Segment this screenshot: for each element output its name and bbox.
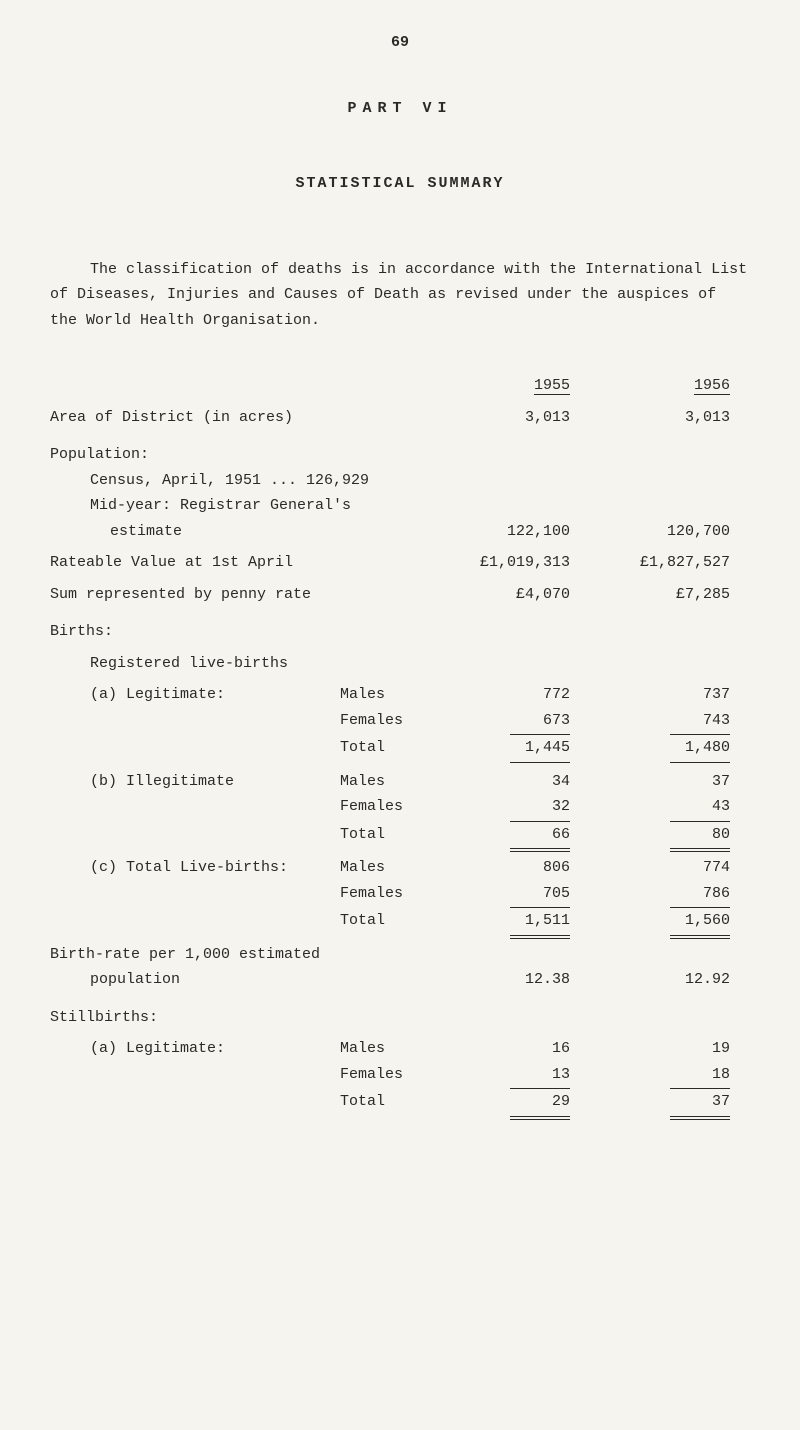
stillbirths-a-females-label: Females bbox=[340, 1062, 430, 1088]
birth-rate-v1: 12.38 bbox=[430, 967, 590, 993]
rateable-v2: £1,827,527 bbox=[590, 550, 750, 576]
births-a-total-row: Total 1,445 1,480 bbox=[50, 735, 750, 763]
page-number: 69 bbox=[50, 30, 750, 56]
births-a-females-row: Females 673 743 bbox=[50, 708, 750, 736]
births-a-total-label: Total bbox=[340, 735, 430, 761]
midyear-label2: estimate bbox=[50, 519, 340, 545]
births-b-females-label: Females bbox=[340, 794, 430, 820]
births-c-males-v2: 774 bbox=[590, 855, 750, 881]
area-row: Area of District (in acres) 3,013 3,013 bbox=[50, 405, 750, 431]
year-1956: 1956 bbox=[694, 377, 730, 394]
midyear-label1: Mid-year: Registrar General's bbox=[50, 493, 750, 519]
births-a-total-v2: 1,480 bbox=[670, 735, 730, 763]
stillbirths-a-females-v2: 18 bbox=[670, 1062, 730, 1090]
births-c-total-label: Total bbox=[340, 908, 430, 934]
sum-penny-row: Sum represented by penny rate £4,070 £7,… bbox=[50, 582, 750, 608]
year-header-row: 1955 1956 bbox=[50, 373, 750, 399]
stillbirths-a-males-v1: 16 bbox=[430, 1036, 590, 1062]
year-1955: 1955 bbox=[534, 377, 570, 394]
area-label: Area of District (in acres) bbox=[50, 405, 340, 431]
midyear-row: estimate 122,100 120,700 bbox=[50, 519, 750, 545]
births-a-label: (a) Legitimate: bbox=[50, 682, 340, 708]
stillbirths-a-total-label: Total bbox=[340, 1089, 430, 1115]
births-b-females-v1: 32 bbox=[510, 794, 570, 822]
stillbirths-a-females-v1: 13 bbox=[510, 1062, 570, 1090]
births-a-females-v2: 743 bbox=[670, 708, 730, 736]
birth-rate-label2: population bbox=[50, 967, 340, 993]
births-b-total-v1: 66 bbox=[510, 822, 570, 850]
stillbirths-a-males-v2: 19 bbox=[590, 1036, 750, 1062]
stillbirths-a-total-v1: 29 bbox=[510, 1089, 570, 1117]
births-a-females-label: Females bbox=[340, 708, 430, 734]
midyear-v2: 120,700 bbox=[590, 519, 750, 545]
midyear-v1: 122,100 bbox=[430, 519, 590, 545]
births-b-label: (b) Illegitimate bbox=[50, 769, 340, 795]
births-c-females-v1: 705 bbox=[510, 881, 570, 909]
births-b-males-v2: 37 bbox=[590, 769, 750, 795]
births-a-females-v1: 673 bbox=[510, 708, 570, 736]
section-title: STATISTICAL SUMMARY bbox=[50, 171, 750, 197]
stillbirths-heading: Stillbirths: bbox=[50, 1005, 750, 1031]
birth-rate-v2: 12.92 bbox=[590, 967, 750, 993]
births-a-males-row: (a) Legitimate: Males 772 737 bbox=[50, 682, 750, 708]
stillbirths-a-males-label: Males bbox=[340, 1036, 430, 1062]
stillbirths-a-total-row: Total 29 37 bbox=[50, 1089, 750, 1117]
births-c-total-row: Total 1,511 1,560 bbox=[50, 908, 750, 936]
births-c-total-v2: 1,560 bbox=[670, 908, 730, 936]
birth-rate-row: population 12.38 12.92 bbox=[50, 967, 750, 993]
births-c-females-row: Females 705 786 bbox=[50, 881, 750, 909]
population-heading: Population: bbox=[50, 442, 750, 468]
births-c-males-label: Males bbox=[340, 855, 430, 881]
rateable-row: Rateable Value at 1st April £1,019,313 £… bbox=[50, 550, 750, 576]
census-label: Census, April, 1951 ... 126,929 bbox=[50, 468, 750, 494]
births-c-total-v1: 1,511 bbox=[510, 908, 570, 936]
part-title: PART VI bbox=[50, 96, 750, 122]
stillbirths-a-females-row: Females 13 18 bbox=[50, 1062, 750, 1090]
stillbirths-a-males-row: (a) Legitimate: Males 16 19 bbox=[50, 1036, 750, 1062]
births-heading: Births: bbox=[50, 619, 750, 645]
births-c-males-row: (c) Total Live-births: Males 806 774 bbox=[50, 855, 750, 881]
births-a-males-v1: 772 bbox=[430, 682, 590, 708]
births-a-total-v1: 1,445 bbox=[510, 735, 570, 763]
births-b-males-row: (b) Illegitimate Males 34 37 bbox=[50, 769, 750, 795]
sum-penny-v2: £7,285 bbox=[590, 582, 750, 608]
births-a-males-label: Males bbox=[340, 682, 430, 708]
births-b-females-row: Females 32 43 bbox=[50, 794, 750, 822]
births-b-males-label: Males bbox=[340, 769, 430, 795]
births-b-total-v2: 80 bbox=[670, 822, 730, 850]
intro-paragraph: The classification of deaths is in accor… bbox=[50, 257, 750, 334]
registered-heading: Registered live-births bbox=[50, 651, 750, 677]
births-c-females-v2: 786 bbox=[670, 881, 730, 909]
births-b-total-label: Total bbox=[340, 822, 430, 848]
stillbirths-a-total-v2: 37 bbox=[670, 1089, 730, 1117]
births-c-males-v1: 806 bbox=[430, 855, 590, 881]
birth-rate-label1: Birth-rate per 1,000 estimated bbox=[50, 942, 750, 968]
births-a-males-v2: 737 bbox=[590, 682, 750, 708]
births-c-females-label: Females bbox=[340, 881, 430, 907]
area-v2: 3,013 bbox=[590, 405, 750, 431]
births-c-label: (c) Total Live-births: bbox=[50, 855, 340, 881]
stillbirths-a-label: (a) Legitimate: bbox=[50, 1036, 340, 1062]
area-v1: 3,013 bbox=[430, 405, 590, 431]
births-b-males-v1: 34 bbox=[430, 769, 590, 795]
sum-penny-label: Sum represented by penny rate bbox=[50, 582, 340, 608]
rateable-label: Rateable Value at 1st April bbox=[50, 550, 340, 576]
births-b-females-v2: 43 bbox=[670, 794, 730, 822]
rateable-v1: £1,019,313 bbox=[430, 550, 590, 576]
sum-penny-v1: £4,070 bbox=[430, 582, 590, 608]
births-b-total-row: Total 66 80 bbox=[50, 822, 750, 850]
